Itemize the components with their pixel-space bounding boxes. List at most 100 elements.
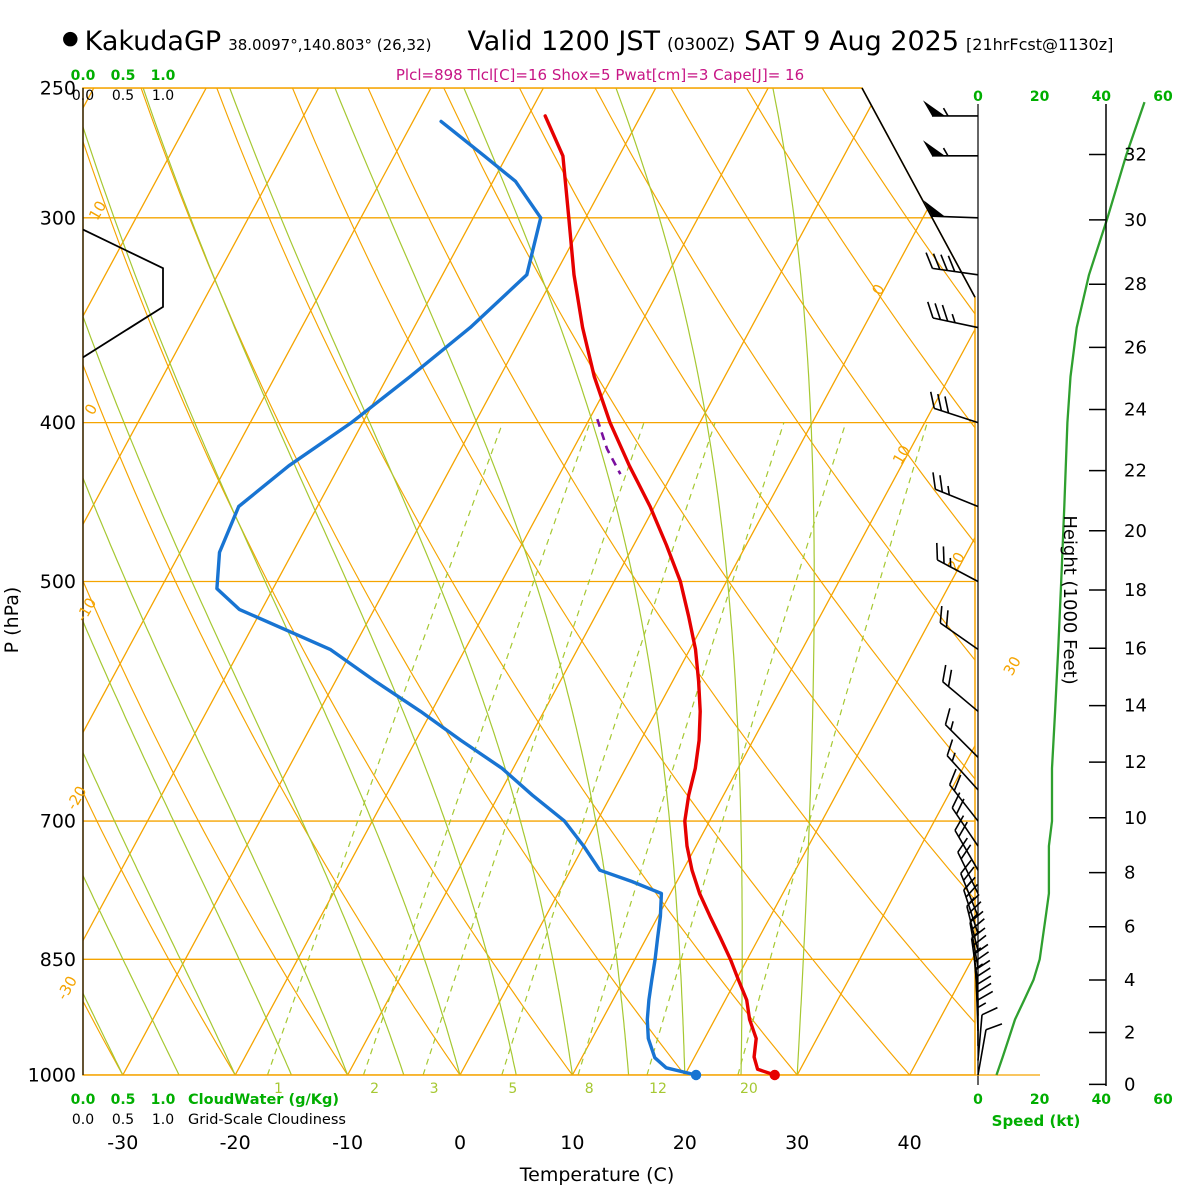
wind-barb-halffeather [942, 147, 949, 157]
pressure-tick-label: 300 [40, 207, 76, 229]
wind-barb-feather [973, 943, 989, 955]
wind-barb-feather [975, 959, 991, 971]
wind-barb-feather [976, 982, 992, 994]
wind-barb-feather [926, 301, 934, 319]
height-tick-label: 22 [1124, 461, 1147, 482]
dry-adiabat-line [670, 88, 975, 1075]
temp-axis-title: Temperature (C) [519, 1164, 675, 1186]
wind-barb-flag [923, 140, 945, 156]
mixing-ratio-label: 1 [274, 1081, 283, 1097]
mixing-ratio-label: 5 [508, 1081, 517, 1097]
moist-adiabat-line [83, 88, 236, 1075]
sounding-profiles [215, 114, 780, 1081]
wind-barb-feather [941, 304, 949, 322]
isotherm-label: 0 [868, 281, 888, 298]
cloudiness-scale-top: 0.0 [72, 88, 94, 104]
wind-barb-staff [960, 873, 979, 917]
wind-barb-feather [977, 990, 994, 1001]
wind-barb-feather [969, 910, 984, 923]
wind-barb-halffeather [969, 913, 978, 922]
wind-barb-feather [985, 1023, 1003, 1031]
moist-adiabat-line [83, 88, 461, 1075]
wind-barb-feather [942, 546, 945, 564]
cloudwater-scale-top: 0.0 [71, 68, 96, 84]
wind-barb-feather [937, 393, 943, 411]
isotherm-label: 30 [1000, 653, 1025, 679]
temperature-curve [543, 114, 777, 1077]
mixing-ratio-label: 3 [430, 1081, 439, 1097]
moist-adiabat-line [83, 88, 292, 1075]
dry-adiabat-line [140, 88, 686, 1075]
height-tick-label: 14 [1124, 696, 1147, 717]
mixing-ratio-line [501, 422, 716, 1075]
surface-dewpoint-dot [690, 1069, 702, 1081]
dry-adiabat-line [518, 88, 975, 1075]
wind-barb-halffeather [942, 107, 949, 117]
speed-profile-curve [995, 101, 1146, 1076]
moist-adiabat-line [83, 88, 405, 1075]
pressure-tick-label: 250 [40, 78, 76, 100]
dry-adiabat-line [0, 88, 10, 1075]
wind-barb-halffeather [977, 1002, 987, 1009]
wind-barb-staff [977, 1029, 987, 1076]
height-tick-label: 0 [1124, 1074, 1135, 1095]
wind-barb-feather [932, 472, 937, 490]
wind-barb-staff [932, 215, 979, 219]
mixing-ratio-line [646, 422, 847, 1075]
cloudiness-scale-bottom: 0.5 [112, 1112, 134, 1128]
dry-adiabat-line [594, 88, 975, 1075]
cloudwater-scale-bottom: 1.0 [151, 1092, 176, 1108]
wind-barb-feather [934, 303, 942, 320]
mixing-ratio-label: 8 [585, 1081, 594, 1097]
pressure-axis-title: P (hPa) [1, 587, 23, 654]
cloudwater-scale-bottom: 0.5 [111, 1092, 136, 1108]
wind-barb-staff [946, 755, 979, 791]
moist-adiabat-line [83, 88, 180, 1075]
pressure-tick-label: 700 [40, 811, 76, 833]
speed-scale-top-label: 40 [1092, 89, 1112, 105]
moist-adiabat-line [463, 88, 686, 1075]
temperature-axis: -30 -20 -10 0 10 20 30 40 Temperature (C) [107, 1132, 921, 1186]
wind-barb-staff [942, 681, 979, 712]
wind-barb-feather [945, 610, 949, 628]
dry-adiabat-line [291, 88, 911, 1075]
mixing-ratio-line [577, 422, 785, 1075]
valid-time: Valid 1200 JST [467, 26, 660, 57]
temp-tick-label: -10 [332, 1132, 363, 1154]
height-tick-label: 26 [1124, 337, 1147, 358]
mixing-ratio-line [362, 422, 591, 1075]
cloudiness-scale-top: 1.0 [152, 88, 174, 104]
cloudwater-scale-top: 0.5 [111, 68, 136, 84]
wind-barb-feather [939, 605, 943, 624]
wind-barb-feather [929, 391, 936, 409]
wind-barb-feather [965, 883, 979, 898]
wind-barb-halffeather [947, 485, 951, 495]
cloudiness-label: Grid-Scale Cloudiness [188, 1112, 346, 1128]
dry-adiabat-line [83, 88, 461, 1075]
wind-barb-staff [939, 622, 979, 651]
wind-barb-feather [947, 255, 956, 272]
isotherm-label: 10 [889, 442, 914, 468]
dry-adiabat-line [973, 88, 975, 1075]
temp-tick-label: 10 [560, 1132, 584, 1154]
dry-adiabat-label: -10 [72, 595, 100, 625]
cloudiness-profile [82, 228, 164, 359]
wind-barb-halffeather [973, 947, 982, 954]
wind-barb-feather [960, 859, 972, 874]
wind-barb-feather [958, 821, 968, 838]
isotherm-line [347, 88, 882, 1075]
wind-barb-feather [970, 918, 985, 931]
height-tick-label: 20 [1124, 521, 1147, 542]
speed-scale-bottom-label: 0 [973, 1092, 983, 1108]
height-tick-label: 28 [1124, 274, 1147, 295]
wind-barb-feather [955, 798, 965, 815]
wind-barb-feather [960, 844, 972, 860]
height-tick-label: 4 [1124, 970, 1135, 991]
dry-adiabat-line [443, 88, 975, 1075]
wind-barb-feather [944, 708, 951, 725]
wind-barb-staff [977, 1014, 983, 1061]
corner-cut-line [861, 87, 976, 298]
height-tick-label: 10 [1124, 808, 1147, 829]
